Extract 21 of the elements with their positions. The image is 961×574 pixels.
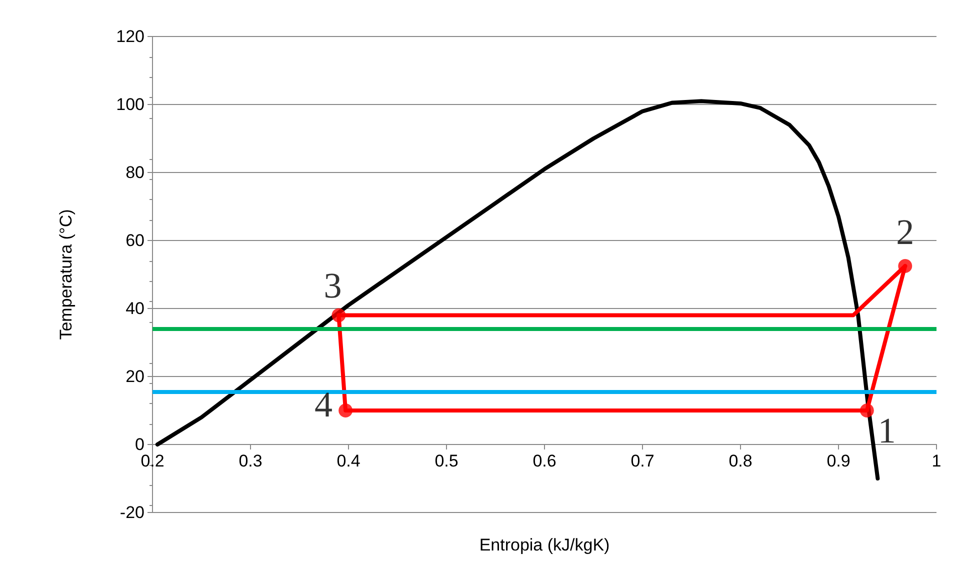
y-tick-label: 60 [126, 231, 144, 250]
x-tick-label: 0.9 [826, 452, 850, 470]
y-tick-label: 40 [126, 299, 144, 318]
x-tick-label: 1 [932, 452, 942, 470]
y-tick-label: -20 [120, 503, 144, 522]
y-tick-label: 100 [116, 95, 144, 114]
y-tick-label: 120 [116, 27, 144, 46]
x-tick-label: 0.5 [434, 452, 458, 470]
x-tick-label: 0.3 [238, 452, 262, 470]
y-axis-title: Temperatura (°C) [56, 209, 76, 340]
x-tick-label: 0.8 [728, 452, 752, 470]
annotation: 4 [314, 384, 333, 424]
y-tick-label: 20 [126, 367, 144, 386]
x-tick-label: 0.6 [532, 452, 556, 470]
y-tick-label: 0 [135, 435, 144, 454]
x-tick-label: 0.7 [630, 452, 654, 470]
x-tick-label: 0.4 [336, 452, 360, 470]
annotation: 3 [324, 265, 342, 306]
x-tick-label: 0.2 [140, 452, 164, 470]
x-axis-title: Entropia (kJ/kgK) [479, 536, 610, 554]
y-tick-label: 80 [126, 163, 144, 182]
